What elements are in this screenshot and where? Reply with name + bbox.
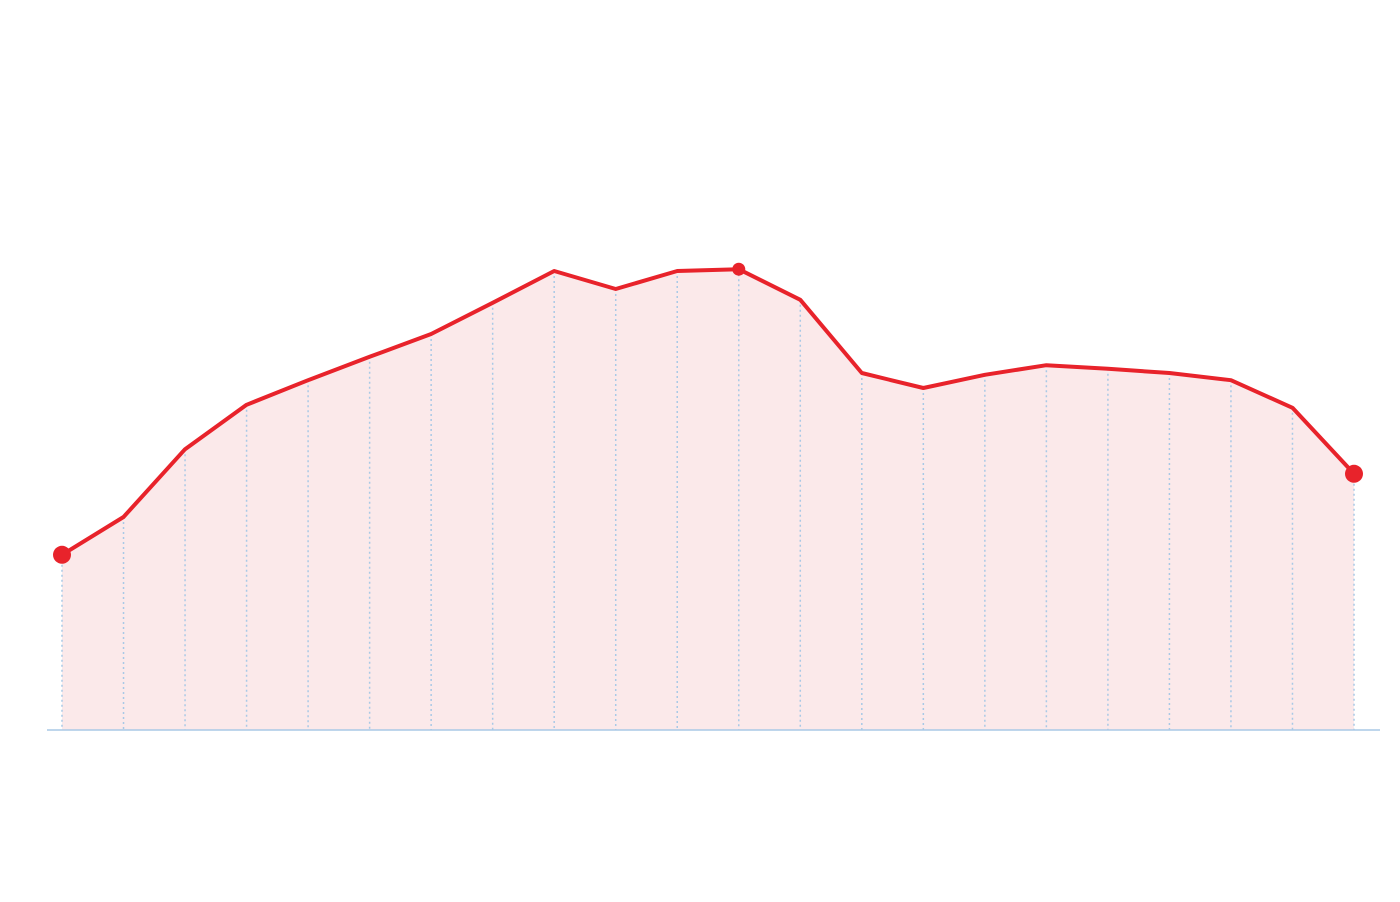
- point-marker: [732, 262, 746, 276]
- point-marker: [1345, 464, 1363, 483]
- area-fill: [62, 269, 1354, 730]
- point-marker: [53, 545, 71, 564]
- line: [60, 267, 1356, 557]
